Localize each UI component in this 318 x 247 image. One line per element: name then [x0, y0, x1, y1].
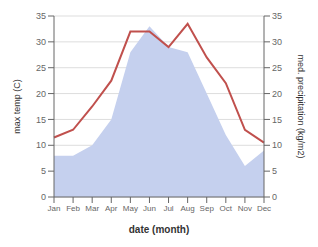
svg-text:date (month): date (month) — [129, 224, 190, 235]
svg-text:5: 5 — [41, 166, 46, 176]
svg-text:Mar: Mar — [85, 204, 99, 213]
svg-text:Jul: Jul — [163, 204, 173, 213]
svg-text:0: 0 — [272, 192, 277, 202]
svg-text:5: 5 — [272, 166, 277, 176]
svg-text:Apr: Apr — [105, 204, 118, 213]
svg-text:Oct: Oct — [220, 204, 233, 213]
svg-text:30: 30 — [36, 37, 46, 47]
svg-text:0: 0 — [41, 192, 46, 202]
svg-text:15: 15 — [36, 115, 46, 125]
svg-text:max temp (C): max temp (C) — [12, 79, 22, 134]
svg-text:15: 15 — [272, 115, 282, 125]
svg-text:25: 25 — [272, 63, 282, 73]
svg-text:Jun: Jun — [143, 204, 156, 213]
svg-text:35: 35 — [36, 11, 46, 21]
svg-text:May: May — [123, 204, 138, 213]
svg-text:med. precipitation (kg/m2): med. precipitation (kg/m2) — [296, 54, 306, 158]
svg-text:10: 10 — [36, 140, 46, 150]
svg-text:25: 25 — [36, 63, 46, 73]
svg-text:20: 20 — [36, 89, 46, 99]
svg-text:Sep: Sep — [200, 204, 215, 213]
svg-text:Dec: Dec — [257, 204, 271, 213]
svg-text:Jan: Jan — [48, 204, 61, 213]
svg-text:20: 20 — [272, 89, 282, 99]
svg-text:Nov: Nov — [238, 204, 252, 213]
svg-text:Aug: Aug — [181, 204, 195, 213]
svg-text:10: 10 — [272, 140, 282, 150]
svg-text:35: 35 — [272, 11, 282, 21]
svg-text:30: 30 — [272, 37, 282, 47]
svg-text:Feb: Feb — [66, 204, 80, 213]
